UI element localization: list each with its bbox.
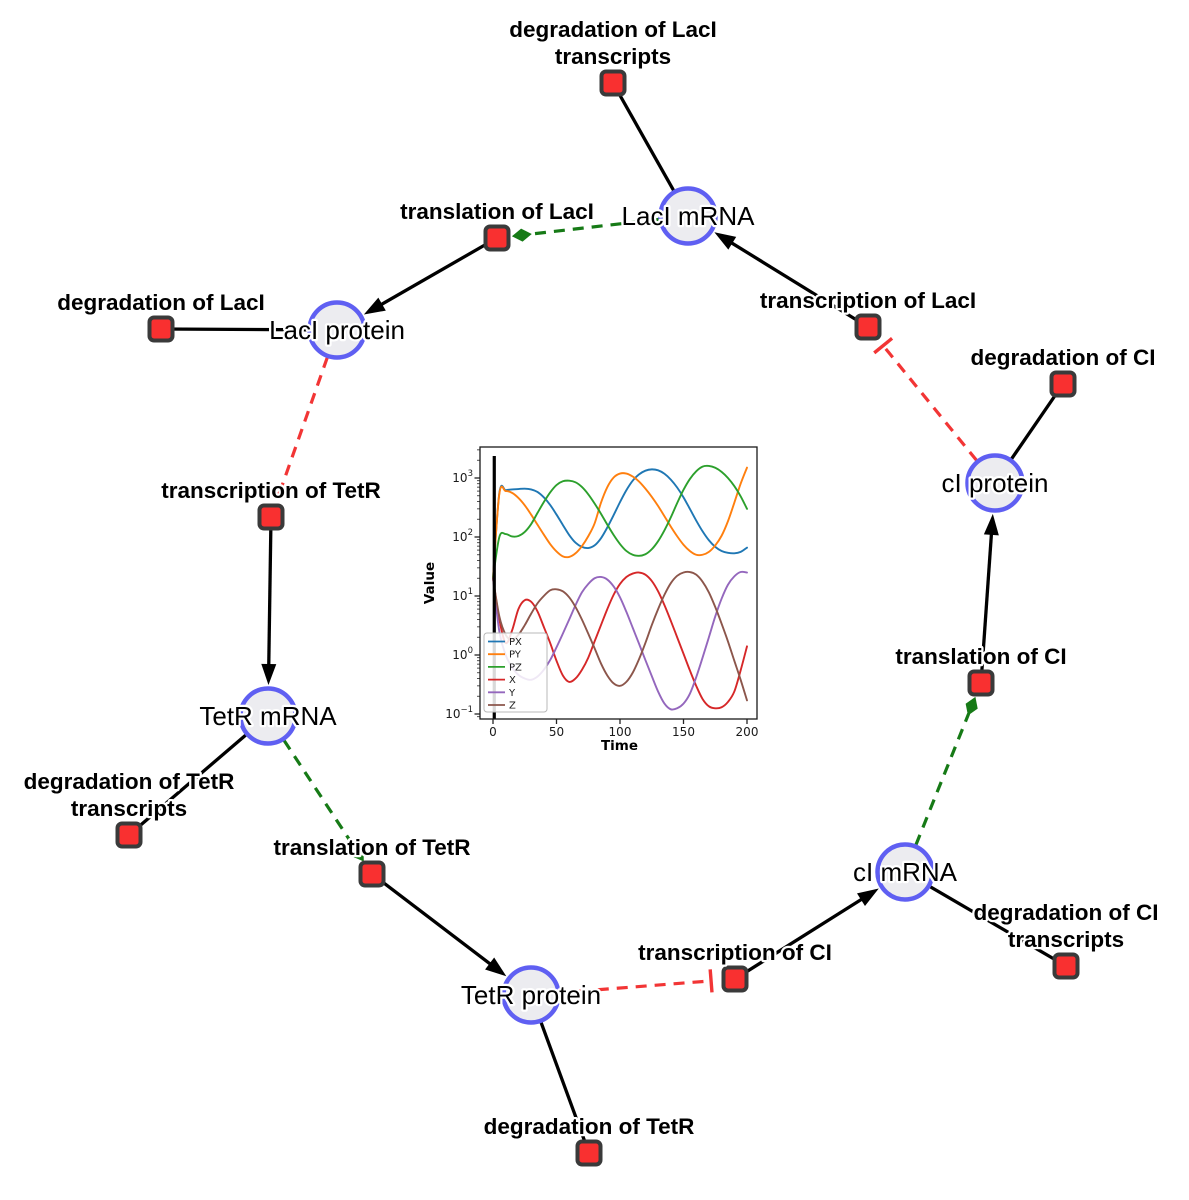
legend-entry-PY: PY xyxy=(509,650,522,661)
reaction-node-deg_TetR[interactable] xyxy=(575,1139,603,1167)
species-label-cI_mRNA: cI mRNA xyxy=(853,857,958,887)
species-node-TetR_mRNA[interactable] xyxy=(238,686,298,746)
edges-layer xyxy=(127,82,1067,1154)
reaction-node-transl_LacI[interactable] xyxy=(483,224,511,252)
y-axis-label: Value xyxy=(422,562,438,604)
reaction-label-deg_TetR_tx: degradation of TetR transcripts xyxy=(24,769,235,821)
y-tick-label: 10−1 xyxy=(445,705,473,721)
y-tick-label: 101 xyxy=(452,587,473,603)
legend-entry-Y: Y xyxy=(508,688,516,699)
species-node-LacI_protein[interactable] xyxy=(307,300,367,360)
edge-catalysis-TetR_mRNA-transl_TetR xyxy=(282,739,364,862)
y-tick-label: 100 xyxy=(452,646,473,662)
x-tick-label: 50 xyxy=(549,725,564,739)
species-node-cI_mRNA[interactable] xyxy=(875,842,935,902)
edge-reactant-LacI_mRNA-deg_LacI_tx xyxy=(611,82,676,192)
edge-product-transl_LacI-LacI_protein xyxy=(363,236,498,315)
edge-reactant-cI_mRNA-deg_CI_tx xyxy=(929,885,1067,968)
legend-entry-Z: Z xyxy=(509,701,516,712)
series-line-PZ xyxy=(492,464,748,580)
chart-curves xyxy=(492,464,748,711)
edge-inhibition-TetR_protein-txn_CI xyxy=(559,969,714,995)
y-tick-label: 103 xyxy=(452,469,473,485)
edge-product-transl_TetR-TetR_protein xyxy=(371,872,507,977)
edge-inhibition-LacI_protein-txn_TetR xyxy=(267,356,329,500)
x-tick-label: 200 xyxy=(736,725,759,739)
edge-product-txn_LacI-LacI_mRNA xyxy=(714,232,869,329)
legend-entry-PX: PX xyxy=(509,637,522,648)
reaction-label-deg_CI_tx: degradation of CI transcripts xyxy=(974,900,1159,952)
reaction-node-deg_TetR_tx[interactable] xyxy=(115,821,143,849)
species-label-TetR_mRNA: TetR mRNA xyxy=(199,701,337,731)
labels-layer: LacI mRNA LacI protein TetR mRNA TetR prote… xyxy=(21,15,1160,1142)
reaction-node-txn_CI[interactable] xyxy=(721,965,749,993)
edge-product-transl_CI-cI_protein xyxy=(979,513,999,684)
edge-reactant-LacI_protein-deg_LacI xyxy=(160,327,309,332)
reaction-node-deg_LacI_tx[interactable] xyxy=(599,69,627,97)
species-node-TetR_protein[interactable] xyxy=(501,965,561,1025)
species-label-TetR_protein: TetR protein xyxy=(461,980,601,1010)
reaction-node-txn_LacI[interactable] xyxy=(854,313,882,341)
x-tick-label: 100 xyxy=(609,725,632,739)
reaction-node-deg_CI[interactable] xyxy=(1049,370,1077,398)
edge-catalysis-cI_mRNA-transl_CI xyxy=(914,696,978,846)
edge-inhibition-cI_protein-txn_LacI xyxy=(873,337,978,462)
series-line-Z xyxy=(492,570,748,702)
species-label-cI_protein: cI protein xyxy=(942,468,1049,498)
reaction-label-txn_LacI: transcription of LacI xyxy=(760,288,976,313)
species-label-LacI_mRNA: LacI mRNA xyxy=(622,201,756,231)
species-node-LacI_mRNA[interactable] xyxy=(658,186,718,246)
reaction-node-deg_CI_tx[interactable] xyxy=(1052,952,1080,980)
nodes-layer xyxy=(115,69,1080,1167)
reaction-label-deg_CI: degradation of CI xyxy=(971,345,1156,370)
reaction-label-deg_LacI_tx: degradation of LacI transcripts xyxy=(509,17,717,69)
legend-entry-PZ: PZ xyxy=(509,662,522,673)
edge-product-txn_TetR-TetR_mRNA xyxy=(261,516,277,686)
reaction-label-deg_TetR: degradation of TetR xyxy=(484,1114,695,1139)
reaction-node-transl_TetR[interactable] xyxy=(358,860,386,888)
reaction-label-txn_TetR: transcription of TetR xyxy=(161,478,381,503)
reaction-node-deg_LacI[interactable] xyxy=(147,315,175,343)
axes-frame xyxy=(479,446,758,720)
edge-product-txn_CI-cI_mRNA xyxy=(734,888,879,981)
species-label-LacI_protein: LacI protein xyxy=(269,315,405,345)
reaction-node-txn_TetR[interactable] xyxy=(257,503,285,531)
reaction-label-deg_LacI: degradation of LacI xyxy=(57,290,265,315)
edge-catalysis-LacI_mRNA-transl_LacI xyxy=(511,217,660,242)
reaction-label-transl_CI: translation of CI xyxy=(895,644,1066,669)
y-tick-label: 102 xyxy=(452,528,473,544)
reaction-label-transl_TetR: translation of TetR xyxy=(273,835,470,860)
series-line-PX xyxy=(492,468,748,580)
x-tick-label: 150 xyxy=(672,725,695,739)
edge-reactant-TetR_protein-deg_TetR xyxy=(539,1021,591,1154)
x-tick-label: 0 xyxy=(489,725,497,739)
reaction-node-transl_CI[interactable] xyxy=(967,669,995,697)
x-axis-label: Time xyxy=(601,738,638,754)
species-node-cI_protein[interactable] xyxy=(965,453,1025,513)
reaction-label-transl_LacI: translation of LacI xyxy=(400,199,594,224)
edge-reactant-TetR_mRNA-deg_TetR_tx xyxy=(127,733,248,837)
legend-entry-X: X xyxy=(509,675,516,686)
reaction-label-txn_CI: transcription of CI xyxy=(638,940,832,965)
